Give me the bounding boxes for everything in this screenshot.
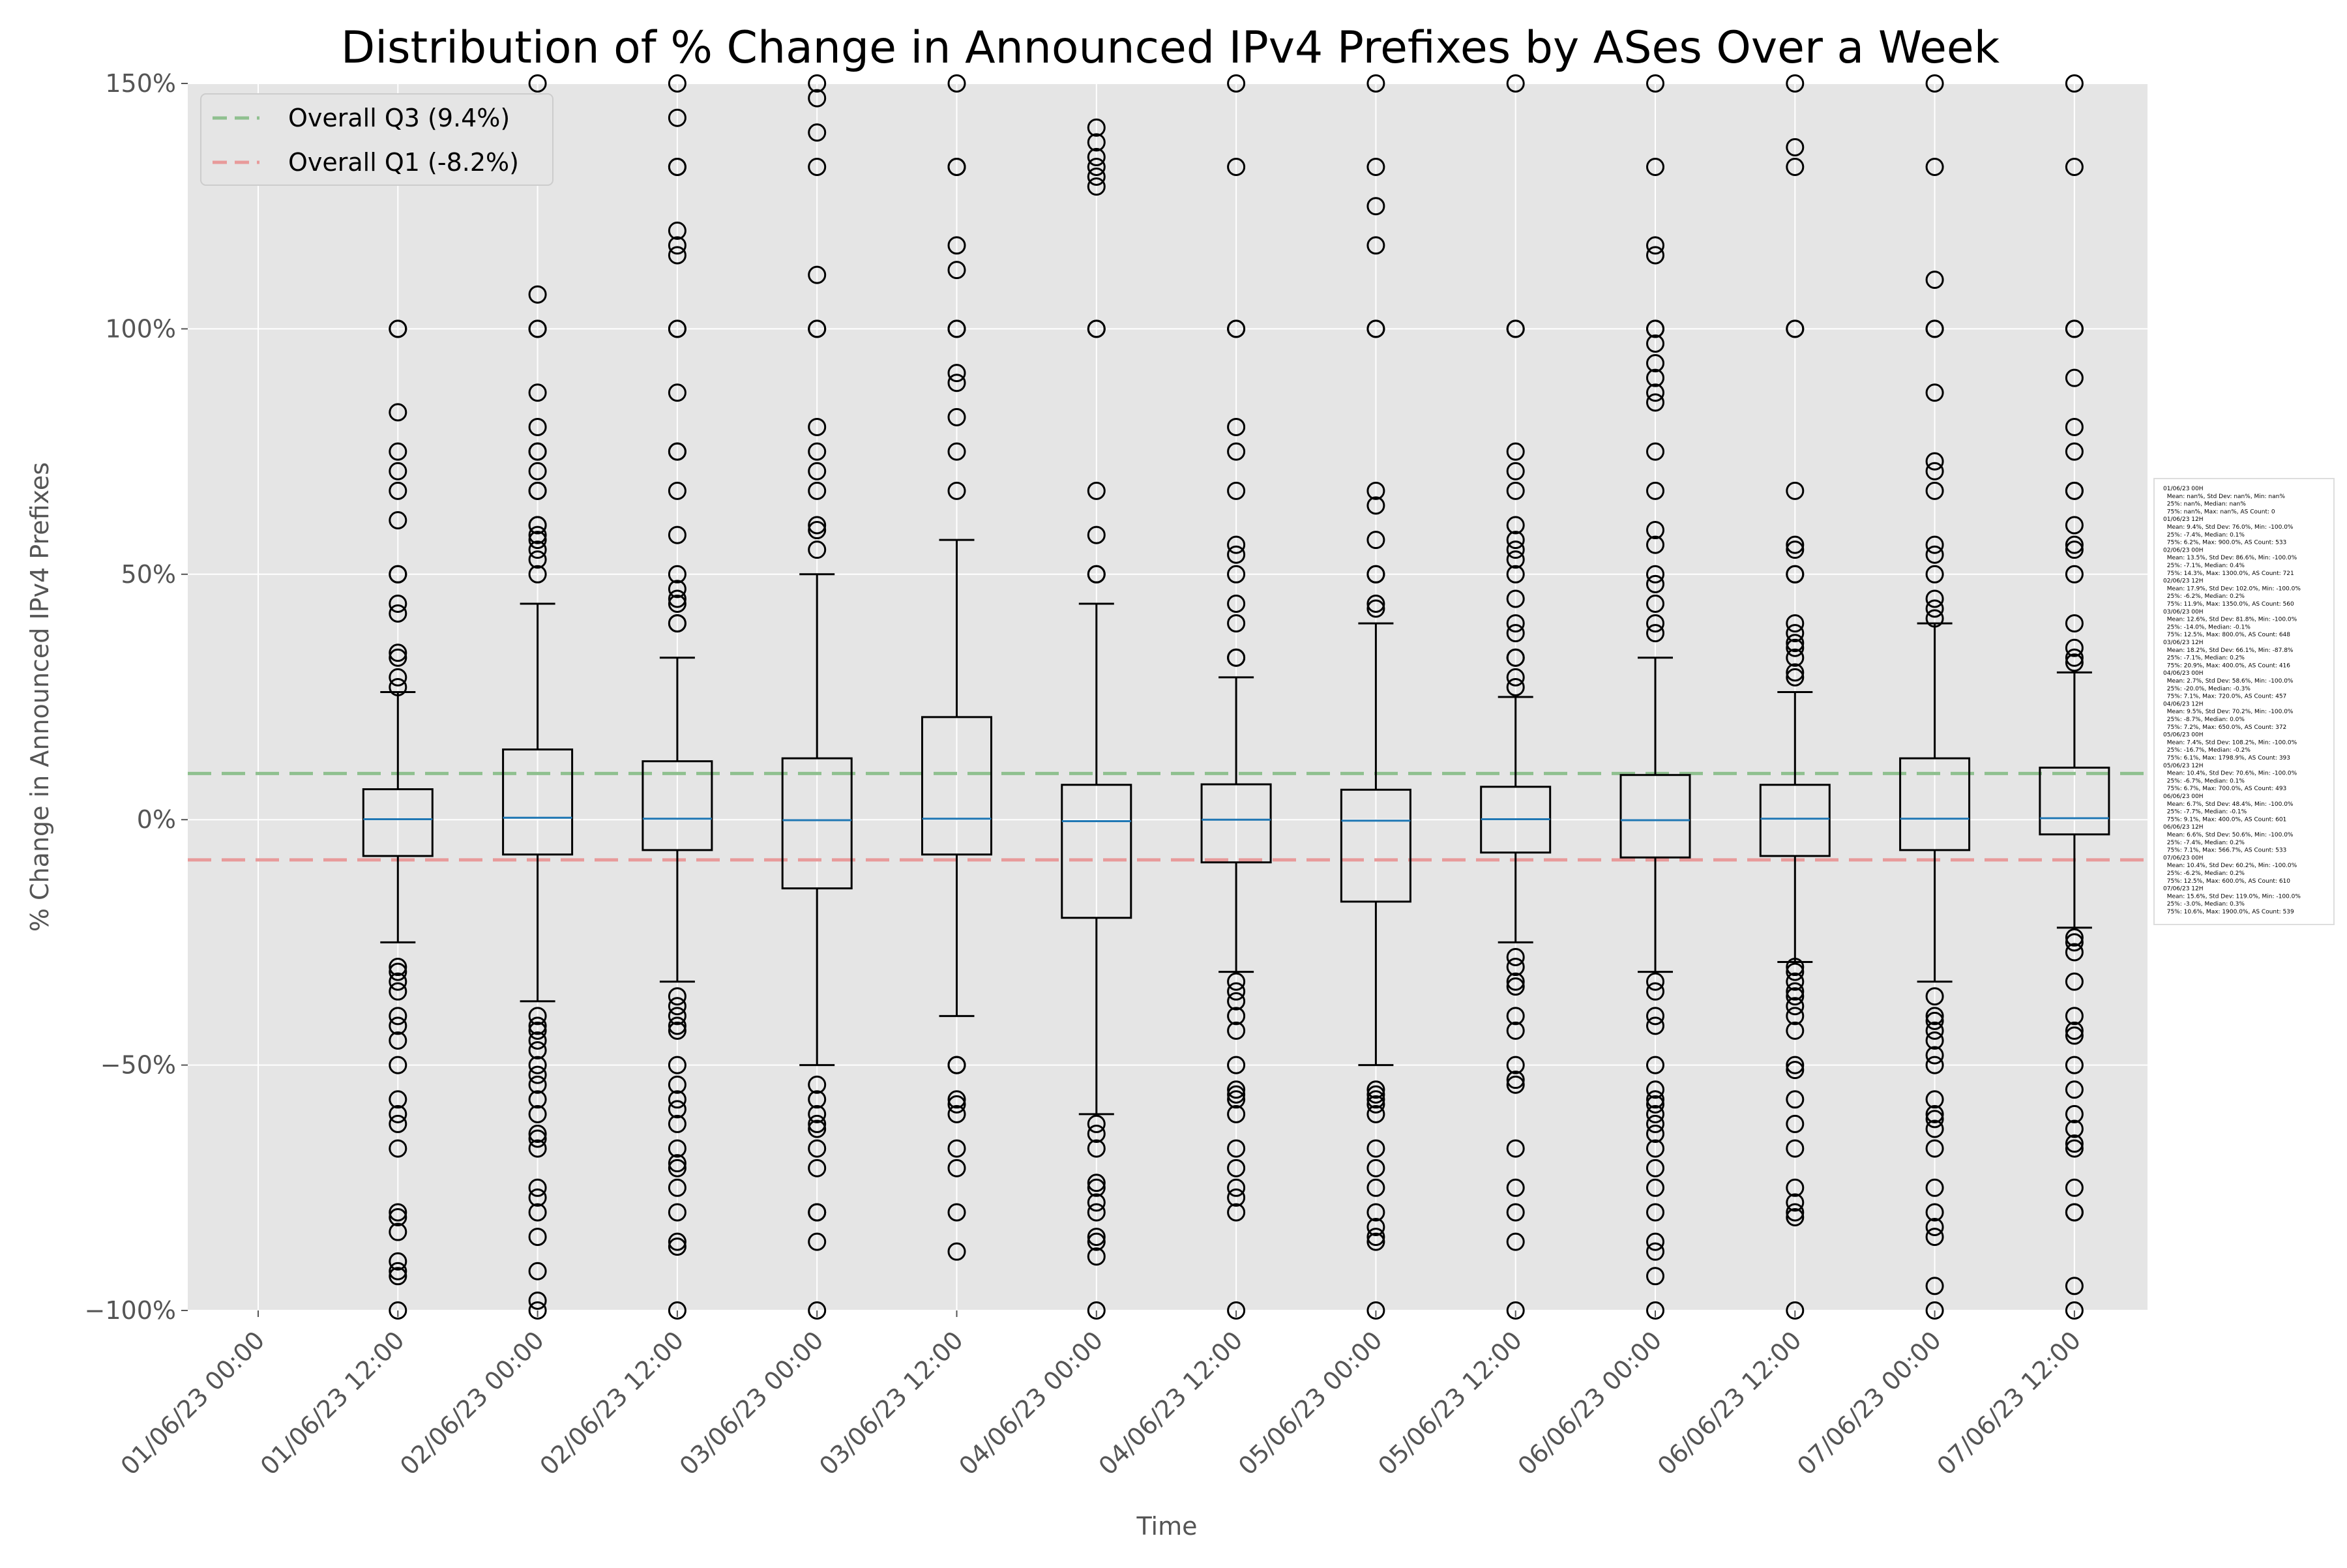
- stats-legend-line: Mean: 18.2%, Std Dev: 66.1%, Min: -87.8%: [2163, 647, 2294, 654]
- x-tick-label: 01/06/23 12:00: [255, 1325, 410, 1481]
- stats-legend-line: 06/06/23 12H: [2163, 824, 2204, 831]
- x-axis-title: Time: [1136, 1512, 1198, 1541]
- x-tick-label: 03/06/23 12:00: [814, 1325, 969, 1481]
- stats-legend-line: 75%: 6.7%, Max: 700.0%, AS Count: 493: [2163, 786, 2286, 792]
- y-tick-label: 50%: [121, 560, 176, 589]
- stats-legend-line: 25%: -6.2%, Median: 0.2%: [2163, 593, 2245, 600]
- stats-legend-line: Mean: 10.4%, Std Dev: 70.6%, Min: -100.0…: [2163, 771, 2297, 777]
- stats-legend-line: 25%: -7.1%, Median: 0.2%: [2163, 655, 2245, 662]
- x-tick-label: 07/06/23 00:00: [1792, 1325, 1947, 1481]
- x-tick-label: 07/06/23 12:00: [1931, 1325, 2086, 1481]
- stats-legend-line: 25%: -7.1%, Median: 0.4%: [2163, 563, 2245, 569]
- x-tick-label: 04/06/23 00:00: [953, 1325, 1108, 1481]
- stats-legend-line: 02/06/23 00H: [2163, 547, 2204, 554]
- y-tick-label: 100%: [105, 314, 176, 343]
- stats-legend-line: 25%: -7.7%, Median: -0.1%: [2163, 809, 2247, 816]
- x-tick-label: 05/06/23 00:00: [1233, 1325, 1388, 1481]
- x-tick-label: 02/06/23 00:00: [394, 1325, 550, 1481]
- stats-legend-line: Mean: 15.6%, Std Dev: 119.0%, Min: -100.…: [2163, 893, 2301, 900]
- stats-legend-line: 02/06/23 12H: [2163, 578, 2204, 585]
- stats-legend-line: Mean: 7.4%, Std Dev: 108.2%, Min: -100.0…: [2163, 739, 2297, 746]
- stats-legend-line: 75%: 7.1%, Max: 720.0%, AS Count: 457: [2163, 694, 2286, 700]
- stats-legend-line: Mean: nan%, Std Dev: nan%, Min: nan%: [2163, 494, 2285, 500]
- legend-label: Overall Q1 (-8.2%): [288, 148, 519, 177]
- stats-legend-line: 01/06/23 12H: [2163, 516, 2204, 523]
- x-tick-label: 05/06/23 12:00: [1372, 1325, 1528, 1481]
- stats-legend-line: 25%: -14.0%, Median: -0.1%: [2163, 624, 2251, 630]
- stats-legend-line: 01/06/23 00H: [2163, 486, 2204, 492]
- stats-legend-line: Mean: 9.4%, Std Dev: 76.0%, Min: -100.0%: [2163, 524, 2294, 531]
- stats-legend-line: 75%: 6.1%, Max: 1798.9%, AS Count: 393: [2163, 755, 2290, 762]
- stats-legend-line: 03/06/23 12H: [2163, 640, 2204, 646]
- stats-legend-line: 75%: 12.5%, Max: 600.0%, AS Count: 610: [2163, 878, 2290, 885]
- stats-legend-line: 25%: nan%, Median: nan%: [2163, 501, 2246, 508]
- y-tick-label: −100%: [85, 1296, 176, 1325]
- stats-legend-line: Mean: 13.5%, Std Dev: 86.6%, Min: -100.0…: [2163, 555, 2297, 561]
- stats-legend-line: 04/06/23 12H: [2163, 701, 2204, 707]
- x-tick-label: 06/06/23 00:00: [1513, 1325, 1668, 1481]
- stats-legend-line: 25%: -7.4%, Median: 0.2%: [2163, 840, 2245, 846]
- y-tick-label: 0%: [137, 805, 176, 834]
- stats-legend-line: Mean: 6.7%, Std Dev: 48.4%, Min: -100.0%: [2163, 801, 2294, 808]
- x-tick-label: 03/06/23 00:00: [674, 1325, 829, 1481]
- stats-legend-line: 75%: 14.3%, Max: 1300.0%, AS Count: 721: [2163, 570, 2294, 577]
- stats-legend-line: 25%: -7.4%, Median: 0.1%: [2163, 532, 2245, 539]
- plot-area: [188, 83, 2148, 1310]
- stats-legend-line: Mean: 12.6%, Std Dev: 81.8%, Min: -100.0…: [2163, 617, 2297, 623]
- x-tick-label: 06/06/23 12:00: [1652, 1325, 1807, 1481]
- stats-legend: 01/06/23 00H Mean: nan%, Std Dev: nan%, …: [2154, 479, 2334, 925]
- chart-title: Distribution of % Change in Announced IP…: [341, 22, 2000, 74]
- stats-legend-line: 75%: 7.1%, Max: 566.7%, AS Count: 533: [2163, 848, 2286, 854]
- stats-legend-line: 75%: 7.2%, Max: 650.0%, AS Count: 372: [2163, 724, 2286, 731]
- x-tick-label: 02/06/23 12:00: [534, 1325, 689, 1481]
- stats-legend-line: 25%: -16.7%, Median: -0.2%: [2163, 747, 2251, 754]
- stats-legend-line: Mean: 17.9%, Std Dev: 102.0%, Min: -100.…: [2163, 585, 2301, 592]
- stats-legend-line: 03/06/23 00H: [2163, 609, 2204, 615]
- stats-legend-line: 04/06/23 00H: [2163, 670, 2204, 677]
- stats-legend-line: 05/06/23 00H: [2163, 732, 2204, 739]
- stats-legend-line: 25%: -6.2%, Median: 0.2%: [2163, 870, 2245, 877]
- stats-legend-line: 06/06/23 00H: [2163, 793, 2204, 800]
- y-tick-label: 150%: [105, 69, 176, 98]
- stats-legend-line: 05/06/23 12H: [2163, 763, 2204, 769]
- stats-legend-line: 75%: 20.9%, Max: 400.0%, AS Count: 416: [2163, 662, 2290, 669]
- y-tick-label: −50%: [100, 1051, 176, 1080]
- stats-legend-line: Mean: 10.4%, Std Dev: 60.2%, Min: -100.0…: [2163, 863, 2297, 869]
- stats-legend-line: Mean: 2.7%, Std Dev: 58.6%, Min: -100.0%: [2163, 678, 2294, 685]
- stats-legend-line: 75%: 9.1%, Max: 400.0%, AS Count: 601: [2163, 816, 2286, 823]
- legend-label: Overall Q3 (9.4%): [288, 104, 510, 132]
- stats-legend-line: 25%: -6.7%, Median: 0.1%: [2163, 778, 2245, 784]
- x-tick-label: 04/06/23 12:00: [1093, 1325, 1248, 1481]
- stats-legend-line: 07/06/23 00H: [2163, 855, 2204, 861]
- stats-legend-line: 75%: 10.6%, Max: 1900.0%, AS Count: 539: [2163, 909, 2294, 915]
- legend: Overall Q3 (9.4%) Overall Q1 (-8.2%): [201, 94, 553, 185]
- stats-legend-line: 75%: 6.2%, Max: 900.0%, AS Count: 533: [2163, 540, 2286, 546]
- stats-legend-line: Mean: 9.5%, Std Dev: 70.2%, Min: -100.0%: [2163, 709, 2294, 715]
- stats-legend-line: 07/06/23 12H: [2163, 886, 2204, 893]
- x-tick-label: 01/06/23 00:00: [115, 1325, 271, 1481]
- stats-legend-line: 75%: nan%, Max: nan%, AS Count: 0: [2163, 509, 2275, 515]
- stats-legend-line: 25%: -20.0%, Median: -0.3%: [2163, 686, 2251, 692]
- stats-legend-line: 25%: -3.0%, Median: 0.3%: [2163, 901, 2245, 908]
- y-axis-title: % Change in Announced IPv4 Prefixes: [25, 462, 54, 932]
- stats-legend-line: 75%: 12.5%, Max: 800.0%, AS Count: 648: [2163, 632, 2290, 638]
- stats-legend-line: 75%: 11.9%, Max: 1350.0%, AS Count: 560: [2163, 601, 2294, 608]
- stats-legend-line: 25%: -8.7%, Median: 0.0%: [2163, 717, 2245, 723]
- stats-legend-line: Mean: 6.6%, Std Dev: 50.6%, Min: -100.0%: [2163, 832, 2294, 838]
